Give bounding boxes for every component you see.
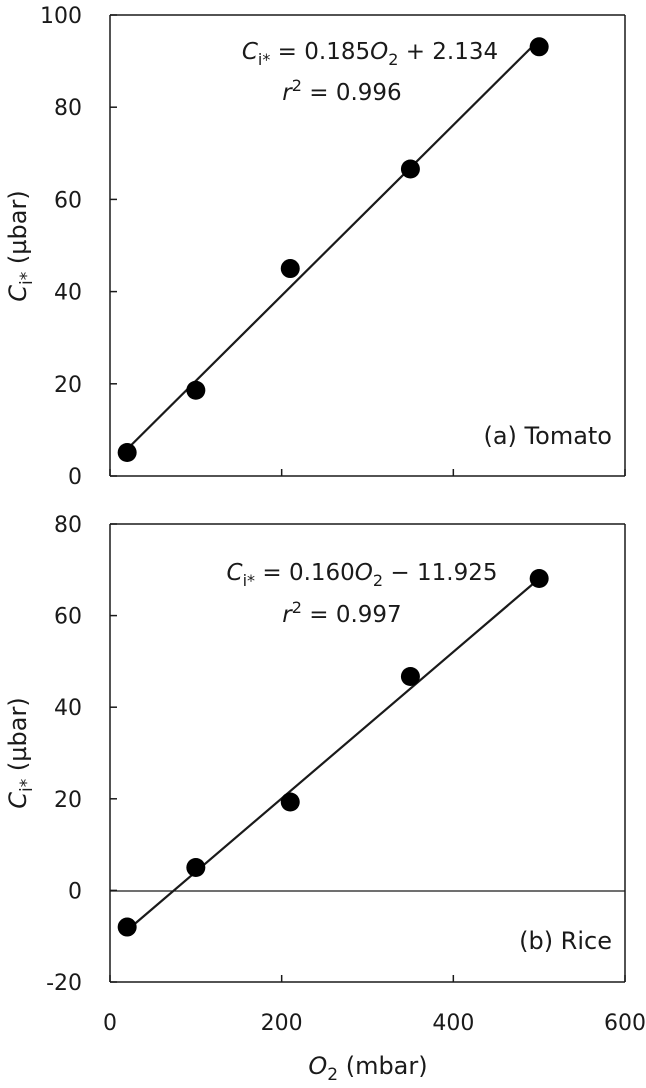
panel-rice: -20 0 20 40 60 80 Ci* (µbar) Ci* = 0.160O2 − …: [4, 513, 626, 996]
y-tick-label: 20: [54, 373, 82, 398]
fit-line-rice: [126, 577, 540, 932]
data-point: [280, 792, 300, 812]
equation-tomato: Ci* = 0.185O2 + 2.134: [242, 39, 498, 69]
y-tick-label: 60: [54, 605, 82, 630]
x-ticks-rice: [109, 975, 626, 982]
y-tick-label: 40: [54, 696, 82, 721]
y-tick-label: 80: [54, 96, 82, 121]
points-rice: [117, 569, 549, 937]
r-squared-rice: r2 = 0.997: [282, 598, 401, 628]
x-tick-label: 0: [103, 1011, 117, 1036]
data-point: [117, 442, 137, 462]
x-tick-labels: 0 200 400 600: [103, 1011, 646, 1036]
r-squared-tomato: r2 = 0.996: [282, 76, 401, 106]
y-tick-label: 0: [68, 465, 82, 490]
data-point: [186, 858, 206, 877]
panel-label-tomato: (a) Tomato: [483, 422, 612, 450]
data-point: [529, 37, 549, 57]
y-tick-label: 40: [54, 281, 82, 306]
y-tick-label: -20: [46, 971, 82, 996]
data-point: [117, 917, 137, 937]
y-tick-label: 60: [54, 188, 82, 213]
data-point: [280, 259, 300, 279]
y-tick-label: 80: [54, 513, 82, 538]
y-tick-label: 0: [68, 879, 82, 904]
y-tick-label: 20: [54, 788, 82, 813]
y-axis-title-tomato: Ci* (µbar): [4, 190, 37, 301]
panel-label-rice: (b) Rice: [519, 927, 612, 955]
fit-line-group-rice: [126, 577, 540, 932]
y-axis-title-rice: Ci* (µbar): [4, 697, 37, 808]
x-ticks-tomato: [109, 469, 626, 476]
x-tick-label: 600: [604, 1011, 646, 1036]
x-tick-label: 400: [432, 1011, 474, 1036]
data-point: [529, 569, 549, 589]
equation-rice: Ci* = 0.160O2 − 11.925: [227, 560, 498, 590]
x-axis-title: O2 (mbar): [308, 1052, 427, 1085]
x-tick-label: 200: [261, 1011, 303, 1036]
panel-tomato: 0 20 40 60 80 100 Ci* (µbar) Ci* = 0.185O2 + …: [4, 4, 626, 490]
points-tomato: [117, 37, 549, 462]
data-point: [400, 667, 420, 687]
y-ticks-tomato: 0 20 40 60 80 100: [40, 4, 117, 490]
y-tick-label: 100: [40, 4, 82, 29]
y-ticks-rice: -20 0 20 40 60 80: [46, 513, 117, 996]
data-point: [186, 380, 206, 400]
data-point: [400, 159, 420, 179]
